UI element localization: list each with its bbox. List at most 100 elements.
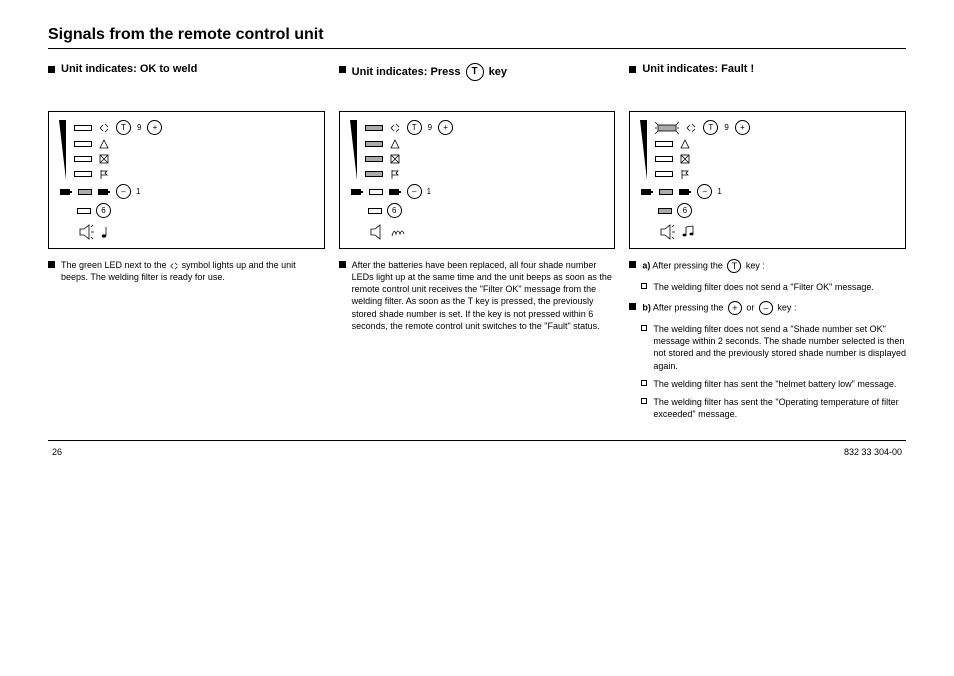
helmet-battery-icon	[350, 187, 364, 197]
col3-heading-text: Unit indicates: Fault !	[642, 63, 754, 77]
shade-bar-4	[365, 171, 383, 177]
helmet-battery-icon	[59, 187, 73, 197]
flag-icon	[98, 168, 110, 180]
plus-circle: +	[438, 120, 453, 135]
minus-circle: –	[116, 184, 131, 199]
remote-battery-icon	[388, 187, 402, 197]
columns: Unit indicates: OK to weld T 9 +	[48, 63, 906, 426]
triangle-icon	[389, 138, 401, 150]
hollow-bullet-icon	[641, 380, 647, 386]
panel1-speaker	[79, 224, 314, 240]
bat-bar-2	[368, 208, 382, 214]
triangle-icon	[679, 138, 691, 150]
col2-panel: T 9 +	[339, 111, 616, 249]
col1-body: The green LED next to the symbol lights …	[48, 255, 325, 291]
plus-circle: +	[147, 120, 162, 135]
shade-bar-2	[655, 141, 673, 147]
col1-heading-text: Unit indicates: OK to weld	[61, 63, 197, 77]
t-circle: T	[116, 120, 131, 135]
col2-body: After the batteries have been replaced, …	[339, 255, 616, 340]
col3-panel: T 9 +	[629, 111, 906, 249]
t-circle: T	[407, 120, 422, 135]
bullet-icon	[629, 261, 636, 268]
wedge-icon	[640, 120, 647, 180]
shade-bar-1	[365, 125, 383, 131]
six-circle: 6	[96, 203, 111, 218]
shade-bar-3	[655, 156, 673, 162]
bat-bar-2	[658, 208, 672, 214]
bat-bar-1	[659, 189, 673, 195]
col1-panel: T 9 +	[48, 111, 325, 249]
plus-circle: +	[735, 120, 750, 135]
sparkle-icon-inline	[169, 261, 179, 271]
t-circle: T	[703, 120, 718, 135]
sparkle-icon	[685, 122, 697, 134]
page-root: Signals from the remote control unit Uni…	[0, 0, 954, 477]
bullet-icon	[339, 66, 346, 73]
col3-b-sub1: The welding filter does not send a "Shad…	[653, 323, 906, 372]
t-key-icon: T	[466, 63, 484, 81]
bullet-icon	[48, 66, 55, 73]
bullet-icon	[629, 66, 636, 73]
col2-text: After the batteries have been replaced, …	[352, 259, 616, 332]
bullet-icon	[48, 261, 55, 268]
num-1: 1	[717, 187, 721, 196]
col3-b-sub2: The welding filter has sent the "helmet …	[653, 378, 896, 390]
num-9: 9	[137, 123, 141, 132]
col-2: Unit indicates: Press T key T 9 +	[339, 63, 616, 426]
hollow-bullet-icon	[641, 398, 647, 404]
shade-bar-3	[365, 156, 383, 162]
helmet-battery-icon	[640, 187, 654, 197]
six-circle: 6	[677, 203, 692, 218]
bullet-icon	[339, 261, 346, 268]
col2-heading: Unit indicates: Press T key	[339, 63, 616, 105]
minus-circle: –	[697, 184, 712, 199]
footer: 26 832 33 304-00	[48, 447, 906, 457]
col3-b: b) After pressing the + or – key :	[642, 301, 796, 315]
remote-battery-icon	[97, 187, 111, 197]
page-number: 26	[52, 447, 62, 457]
col2-heading-text: Unit indicates: Press T key	[352, 63, 507, 81]
panel1-top: T 9 +	[59, 120, 314, 180]
single-note-icon	[100, 225, 110, 239]
col1-heading: Unit indicates: OK to weld	[48, 63, 325, 105]
sparkle-icon	[98, 122, 110, 134]
remote-battery-icon	[678, 187, 692, 197]
panel1-bars: T 9 +	[74, 120, 162, 180]
col3-a: a) After pressing the T key :	[642, 259, 765, 273]
shade-bar-2	[74, 141, 92, 147]
num-9: 9	[428, 123, 432, 132]
shade-bar-4	[74, 171, 92, 177]
col3-b-sub3: The welding filter has sent the "Operati…	[653, 396, 906, 420]
num-1: 1	[427, 187, 431, 196]
speaker-icon	[79, 224, 97, 240]
top-rule	[48, 48, 906, 49]
col3-heading: Unit indicates: Fault !	[629, 63, 906, 105]
six-circle: 6	[387, 203, 402, 218]
bat-bar-1	[369, 189, 383, 195]
notes-icon	[681, 225, 699, 239]
shade-bar-1	[74, 125, 92, 131]
cross-box-icon	[389, 153, 401, 165]
hollow-bullet-icon	[641, 325, 647, 331]
flag-icon	[389, 168, 401, 180]
minus-circle: –	[407, 184, 422, 199]
shade-bar-4	[655, 171, 673, 177]
speaker-icon	[660, 224, 678, 240]
panel1-batrow: – 1	[59, 184, 314, 199]
num-9: 9	[724, 123, 728, 132]
shade-bar-3	[74, 156, 92, 162]
cross-box-icon	[679, 153, 691, 165]
col-3: Unit indicates: Fault ! T 9 +	[629, 63, 906, 426]
col3-body: a) After pressing the T key : The weldin…	[629, 255, 906, 426]
shade-bar-1-blink	[655, 122, 679, 134]
bottom-rule	[48, 440, 906, 441]
wedge-icon	[350, 120, 357, 180]
col1-text: The green LED next to the symbol lights …	[61, 259, 325, 283]
wedge-icon	[59, 120, 66, 180]
panel3-speaker	[660, 224, 895, 240]
hollow-bullet-icon	[641, 283, 647, 289]
triangle-icon	[98, 138, 110, 150]
cross-box-icon	[98, 153, 110, 165]
sparkle-icon	[389, 122, 401, 134]
